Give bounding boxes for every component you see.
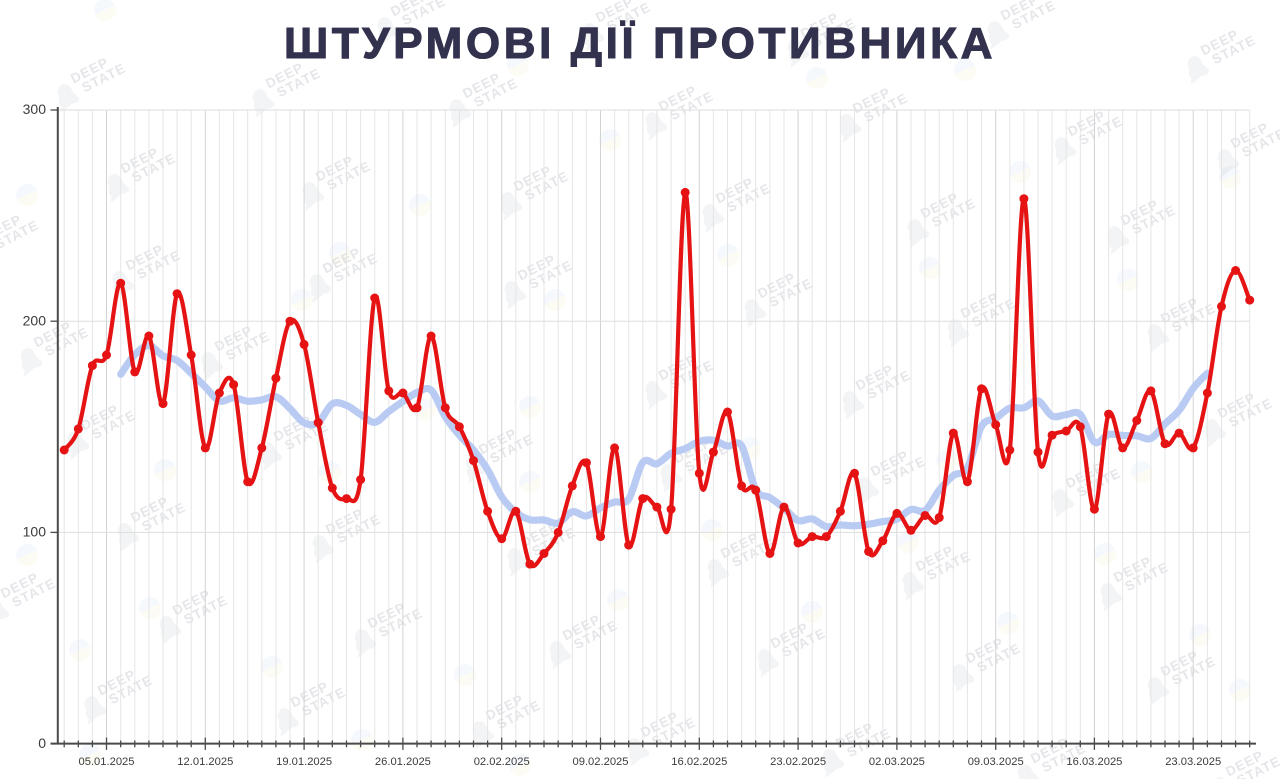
svg-text:05.01.2025: 05.01.2025 [79, 756, 135, 768]
svg-text:09.02.2025: 09.02.2025 [573, 756, 629, 768]
svg-text:200: 200 [23, 312, 47, 328]
svg-text:16.03.2025: 16.03.2025 [1066, 756, 1122, 768]
svg-text:02.03.2025: 02.03.2025 [869, 756, 925, 768]
svg-text:26.01.2025: 26.01.2025 [375, 756, 431, 768]
svg-text:23.02.2025: 23.02.2025 [770, 756, 826, 768]
svg-text:300: 300 [23, 101, 47, 117]
svg-text:16.02.2025: 16.02.2025 [671, 756, 727, 768]
svg-text:12.01.2025: 12.01.2025 [177, 756, 233, 768]
svg-text:02.02.2025: 02.02.2025 [474, 756, 530, 768]
svg-text:100: 100 [23, 524, 47, 540]
svg-text:23.03.2025: 23.03.2025 [1165, 756, 1221, 768]
svg-text:0: 0 [38, 735, 46, 751]
svg-text:09.03.2025: 09.03.2025 [968, 756, 1024, 768]
svg-text:19.01.2025: 19.01.2025 [276, 756, 332, 768]
